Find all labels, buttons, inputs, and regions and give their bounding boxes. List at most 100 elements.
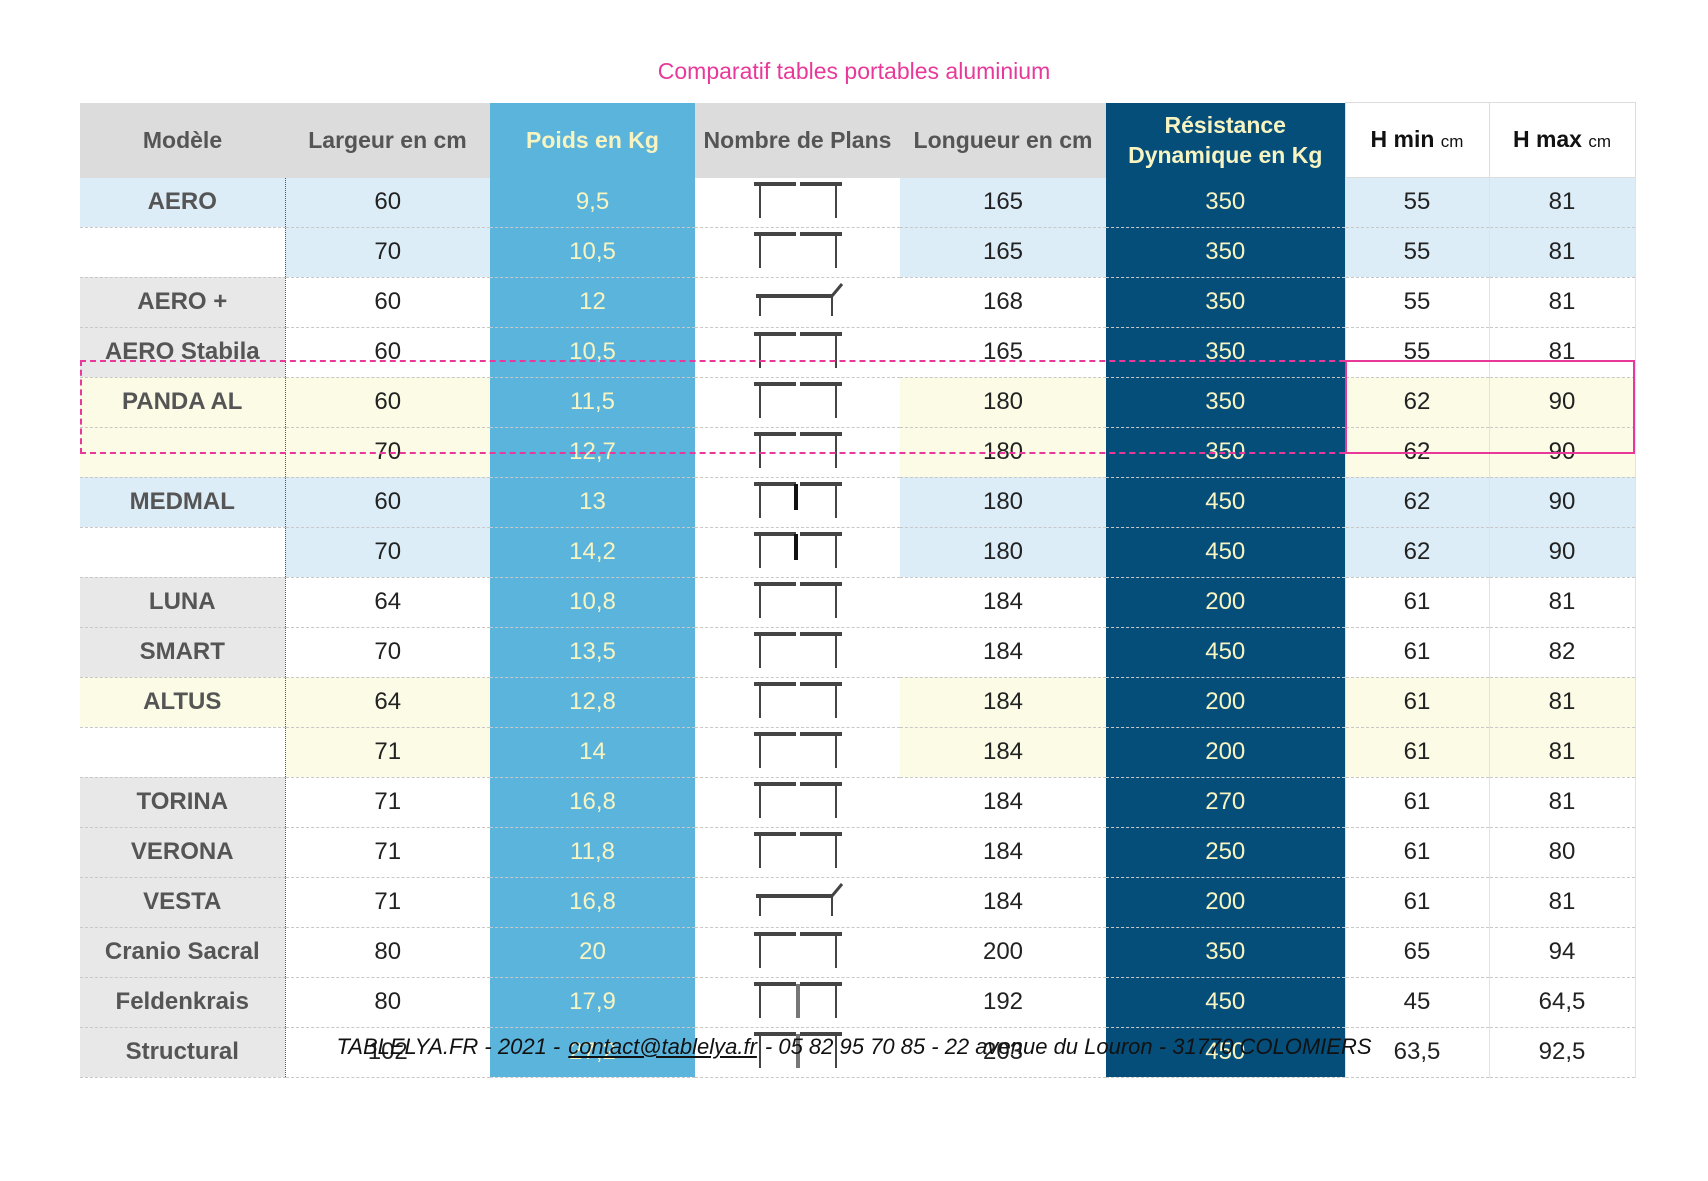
plan-icon [755, 882, 843, 916]
table-row: AERO Stabila 60 10,5 165 350 55 81 [80, 327, 1636, 378]
plan-icon [753, 431, 842, 468]
hmin-cell: 61 [1344, 777, 1490, 828]
plans-cell [695, 227, 900, 278]
largeur-cell: 102 [285, 1027, 490, 1078]
plans-cell [695, 977, 900, 1028]
poids-cell: 13,5 [490, 627, 695, 678]
poids-cell: 16,8 [490, 877, 695, 928]
resistance-cell: 200 [1106, 727, 1345, 778]
hmax-cell: 80 [1488, 827, 1636, 878]
largeur-cell: 80 [285, 927, 490, 978]
plan-icon [753, 531, 842, 568]
model-cell [80, 227, 286, 278]
largeur-cell: 60 [285, 327, 490, 378]
header-cell: Modèle [80, 102, 285, 178]
hmin-cell: 62 [1344, 527, 1490, 578]
longueur-cell: 184 [900, 827, 1106, 878]
hmin-cell: 61 [1344, 877, 1490, 928]
plans-cell [695, 727, 900, 778]
resistance-cell: 270 [1106, 777, 1345, 828]
poids-cell: 27,2 [490, 1027, 695, 1078]
comparison-table: Modèle Largeur en cm Poids en Kg Nombre … [80, 102, 1636, 1078]
table-row: VESTA 71 16,8 184 200 61 81 [80, 877, 1636, 928]
hmin-cell: 55 [1344, 327, 1490, 378]
largeur-cell: 80 [285, 977, 490, 1028]
largeur-cell: 70 [285, 227, 490, 278]
hmin-cell: 55 [1344, 277, 1490, 328]
table-row: AERO 60 9,5 165 350 55 81 [80, 177, 1636, 228]
plans-cell [695, 877, 900, 928]
plans-cell [695, 477, 900, 528]
plan-icon [753, 181, 842, 218]
plan-icon [753, 231, 842, 268]
poids-cell: 14,2 [490, 527, 695, 578]
hmin-cell: 45 [1344, 977, 1490, 1028]
plan-icon [753, 831, 842, 868]
longueur-cell: 200 [900, 927, 1106, 978]
hmax-cell: 90 [1488, 377, 1636, 428]
resistance-cell: 200 [1106, 677, 1345, 728]
hmin-cell: 65 [1344, 927, 1490, 978]
table-row: PANDA AL 60 11,5 180 350 62 90 [80, 377, 1636, 428]
table-row: VERONA 71 11,8 184 250 61 80 [80, 827, 1636, 878]
plan-icon [753, 1031, 842, 1068]
plan-icon [753, 931, 842, 968]
plans-cell [695, 527, 900, 578]
longueur-cell: 184 [900, 627, 1106, 678]
plans-cell [695, 427, 900, 478]
table-row: Feldenkrais 80 17,9 192 450 45 64,5 [80, 977, 1636, 1028]
plan-icon [753, 631, 842, 668]
resistance-cell: 350 [1106, 377, 1345, 428]
poids-cell: 11,8 [490, 827, 695, 878]
header-cell: H max cm [1488, 102, 1636, 178]
header-cell: Poids en Kg [490, 102, 695, 178]
model-cell [80, 427, 286, 478]
model-cell [80, 527, 286, 578]
poids-cell: 12,7 [490, 427, 695, 478]
resistance-cell: 350 [1106, 927, 1345, 978]
hmin-cell: 62 [1344, 377, 1490, 428]
table-row: LUNA 64 10,8 184 200 61 81 [80, 577, 1636, 628]
longueur-cell: 180 [900, 377, 1106, 428]
hmin-cell: 62 [1344, 427, 1490, 478]
hmax-cell: 64,5 [1488, 977, 1636, 1028]
plan-icon [753, 331, 842, 368]
hmin-cell: 61 [1344, 577, 1490, 628]
plans-cell [695, 627, 900, 678]
resistance-cell: 350 [1106, 427, 1345, 478]
header-row: Modèle Largeur en cm Poids en Kg Nombre … [80, 102, 1636, 178]
header-label: H min [1370, 125, 1435, 152]
plan-icon [753, 681, 842, 718]
model-cell: ALTUS [80, 677, 286, 728]
model-cell: Feldenkrais [80, 977, 286, 1028]
email-link[interactable]: contact@tablelya.fr [568, 1034, 757, 1059]
longueur-cell: 184 [900, 877, 1106, 928]
model-cell: LUNA [80, 577, 286, 628]
plan-icon [753, 781, 842, 818]
hmax-cell: 94 [1488, 927, 1636, 978]
plan-icon [753, 481, 842, 518]
largeur-cell: 71 [285, 727, 490, 778]
model-cell: Cranio Sacral [80, 927, 286, 978]
hmin-cell: 61 [1344, 627, 1490, 678]
table-row: AERO +60 12 168 350 55 81 [80, 277, 1636, 328]
resistance-cell: 250 [1106, 827, 1345, 878]
poids-cell: 10,5 [490, 327, 695, 378]
hmin-cell: 63,5 [1344, 1027, 1490, 1078]
longueur-cell: 184 [900, 777, 1106, 828]
model-cell: AERO + [80, 277, 286, 328]
hmax-cell: 81 [1488, 177, 1636, 228]
resistance-cell: 350 [1106, 327, 1345, 378]
poids-cell: 12,8 [490, 677, 695, 728]
plans-cell [695, 677, 900, 728]
plan-icon [753, 381, 842, 418]
hmax-cell: 90 [1488, 477, 1636, 528]
hmax-cell: 81 [1488, 777, 1636, 828]
hmin-cell: 61 [1344, 677, 1490, 728]
poids-cell: 10,5 [490, 227, 695, 278]
hmax-cell: 90 [1488, 527, 1636, 578]
poids-cell: 12 [490, 277, 695, 328]
table-row: 70 12,7 180 350 62 90 [80, 427, 1636, 478]
largeur-cell: 70 [285, 527, 490, 578]
poids-cell: 9,5 [490, 177, 695, 228]
